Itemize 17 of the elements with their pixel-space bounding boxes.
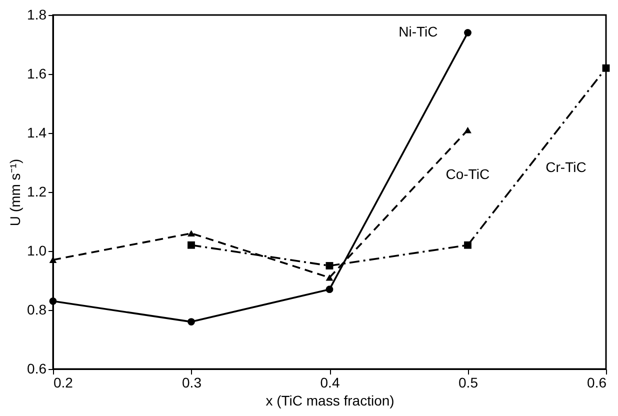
y-tick-label: 1.0 xyxy=(27,242,47,258)
y-tick-label: 0.6 xyxy=(27,360,47,376)
y-tick-label: 1.4 xyxy=(27,124,47,140)
x-tick-label: 0.4 xyxy=(320,374,340,390)
y-tick-label: 0.8 xyxy=(27,302,47,318)
x-tick-label: 0.2 xyxy=(54,374,74,390)
y-tick-label: 1.6 xyxy=(27,66,47,82)
x-tick-label: 0.5 xyxy=(458,374,478,390)
series-label: Ni-TiC xyxy=(398,24,438,40)
x-tick-label: 0.6 xyxy=(587,374,607,390)
x-axis-title: x (TiC mass fraction) xyxy=(266,392,394,408)
series-label: Co-TiC xyxy=(446,166,490,182)
y-tick-label: 1.2 xyxy=(27,184,47,200)
y-tick-label: 1.8 xyxy=(27,6,47,22)
x-tick-label: 0.3 xyxy=(182,374,202,390)
y-axis-title: U (mm s⁻¹) xyxy=(7,158,24,226)
series-label: Cr-TiC xyxy=(546,159,586,176)
